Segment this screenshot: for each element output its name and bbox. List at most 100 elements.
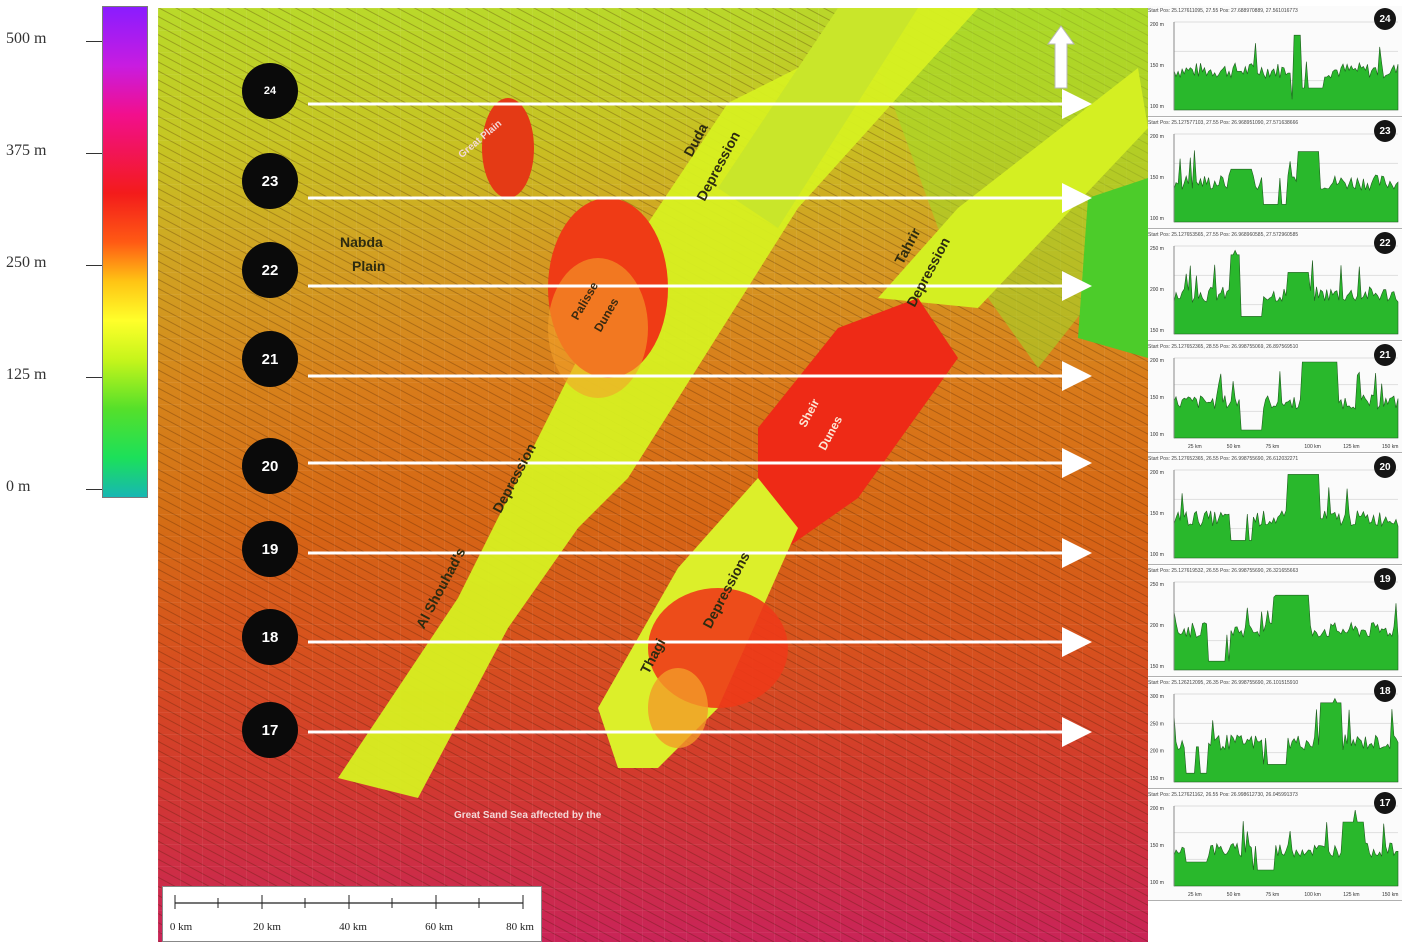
- profile-y-label: 150 m: [1150, 63, 1164, 69]
- profile-number-badge: 19: [1374, 568, 1396, 590]
- scale-bar: 0 km 20 km 40 km 60 km 80 km: [162, 886, 542, 942]
- profile-y-label: 150 m: [1150, 395, 1164, 401]
- profile-x-label: 125 km: [1343, 444, 1359, 450]
- profile-number-badge: 21: [1374, 344, 1396, 366]
- profile-number-badge: 20: [1374, 456, 1396, 478]
- profile-panel-24[interactable]: Start Pos: 25.127611095, 27.55 Pos: 27.6…: [1148, 6, 1402, 117]
- profile-y-label: 150 m: [1150, 175, 1164, 181]
- profile-y-label: 200 m: [1150, 358, 1164, 364]
- profile-number-badge: 22: [1374, 232, 1396, 254]
- profile-x-label: 25 km: [1188, 444, 1202, 450]
- al-shouhada-depression: [338, 8, 978, 798]
- profile-marker-22[interactable]: 22: [242, 242, 298, 298]
- profile-x-label: 25 km: [1188, 892, 1202, 898]
- profile-area: [1173, 249, 1399, 335]
- profile-chart: 250 m 200 m 150 m: [1150, 581, 1399, 671]
- profile-y-label: 200 m: [1150, 623, 1164, 629]
- profile-y-label: 200 m: [1150, 287, 1164, 293]
- legend-label-375: 375 m: [6, 142, 47, 159]
- profile-chart: 200 m 150 m 100 m 25 km 50 km 75 km 100 km 125 …: [1150, 357, 1398, 450]
- profile-y-label: 200 m: [1150, 749, 1164, 755]
- north-arrow-icon: [1047, 25, 1075, 89]
- profile-y-label: 150 m: [1150, 664, 1164, 670]
- profile-y-label: 200 m: [1150, 470, 1164, 476]
- profile-y-label: 150 m: [1150, 843, 1164, 849]
- profile-panel-17[interactable]: Start Pos: 25.127621162, 26.55 Pos: 26.9…: [1148, 790, 1402, 901]
- duda-depression: [718, 8, 918, 228]
- profile-panel-19[interactable]: Start Pos: 25.127619532, 26.55 Pos: 26.9…: [1148, 566, 1402, 677]
- profile-x-label: 100 km: [1304, 444, 1320, 450]
- profile-marker-21[interactable]: 21: [242, 331, 298, 387]
- profile-y-label: 200 m: [1150, 806, 1164, 812]
- profile-x-label: 75 km: [1266, 892, 1280, 898]
- profile-chart: 200 m 150 m 100 m 25 km 50 km 75 km 100 km 125 …: [1150, 805, 1399, 898]
- profile-area: [1173, 34, 1399, 111]
- profile-y-label: 100 m: [1150, 216, 1164, 222]
- profile-area: [1173, 697, 1399, 783]
- profile-y-label: 150 m: [1150, 511, 1164, 517]
- profile-x-label: 75 km: [1266, 444, 1280, 450]
- profile-area: [1173, 594, 1399, 671]
- profile-y-label: 300 m: [1150, 694, 1164, 700]
- legend-label-0: 0 m: [6, 478, 31, 495]
- profile-x-label: 50 km: [1227, 444, 1241, 450]
- great-plain-shape: [482, 98, 534, 198]
- profile-x-label: 125 km: [1343, 892, 1359, 898]
- profile-header: Start Pos: 25.127621162, 26.55 Pos: 26.9…: [1148, 792, 1298, 798]
- profile-y-label: 100 m: [1150, 104, 1164, 110]
- great-sand-sea-label: Great Sand Sea affected by the: [454, 810, 602, 821]
- profile-marker-24[interactable]: 24: [242, 63, 298, 119]
- elevation-map[interactable]: 24 23 22 21 20 19 18 17 Nabda Plain Duda…: [158, 8, 1148, 942]
- scale-label-0: 0 km: [169, 921, 193, 933]
- profile-x-label: 100 km: [1304, 892, 1320, 898]
- scale-label-40: 40 km: [339, 921, 367, 933]
- profile-y-label: 100 m: [1150, 880, 1164, 886]
- profile-header: Start Pos: 25.127577103, 27.55 Pos: 26.9…: [1148, 120, 1299, 126]
- profile-header: Start Pos: 25.127652365, 28.55 Pos: 26.9…: [1148, 344, 1299, 350]
- legend-tick: [86, 377, 102, 378]
- profile-header: Start Pos: 25.127653565, 27.55 Pos: 26.9…: [1148, 232, 1299, 238]
- profile-y-label: 200 m: [1150, 134, 1164, 140]
- profile-x-label: 150 km: [1382, 444, 1398, 450]
- scale-label-80: 80 km: [506, 921, 534, 933]
- scale-bar-line: [174, 895, 524, 909]
- profile-number-badge: 17: [1374, 792, 1396, 814]
- profile-panel-20[interactable]: Start Pos: 25.127652365, 26.55 Pos: 26.9…: [1148, 454, 1402, 565]
- profile-x-label: 150 km: [1382, 892, 1398, 898]
- profile-y-label: 100 m: [1150, 552, 1164, 558]
- profile-panel-23[interactable]: Start Pos: 25.127577103, 27.55 Pos: 26.9…: [1148, 118, 1402, 229]
- scale-label-60: 60 km: [425, 921, 453, 933]
- profile-y-label: 250 m: [1150, 246, 1164, 252]
- profile-marker-23[interactable]: 23: [242, 153, 298, 209]
- profile-panel-22[interactable]: Start Pos: 25.127653565, 27.55 Pos: 26.9…: [1148, 230, 1402, 341]
- profile-number-badge: 24: [1374, 8, 1396, 30]
- profile-area: [1173, 809, 1399, 887]
- legend-label-500: 500 m: [6, 30, 47, 47]
- profile-chart: 200 m 150 m 100 m: [1150, 133, 1399, 223]
- profile-y-label: 150 m: [1150, 328, 1164, 334]
- profile-chart: 200 m 150 m 100 m: [1150, 21, 1399, 111]
- profile-chart: 300 m 250 m 200 m 150 m: [1150, 693, 1399, 783]
- profile-marker-18[interactable]: 18: [242, 609, 298, 665]
- profile-y-label: 250 m: [1150, 721, 1164, 727]
- profile-marker-20[interactable]: 20: [242, 438, 298, 494]
- scale-label-20: 20 km: [253, 921, 281, 933]
- profile-chart: 200 m 150 m 100 m: [1150, 469, 1399, 559]
- profile-marker-17[interactable]: 17: [242, 702, 298, 758]
- profile-y-label: 250 m: [1150, 582, 1164, 588]
- profile-marker-19[interactable]: 19: [242, 521, 298, 577]
- profile-header: Start Pos: 25.127619532, 26.55 Pos: 26.9…: [1148, 568, 1299, 574]
- legend-label-250: 250 m: [6, 254, 47, 271]
- profile-number-badge: 18: [1374, 680, 1396, 702]
- profile-panel-18[interactable]: Start Pos: 25.126212095, 26.35 Pos: 26.9…: [1148, 678, 1402, 789]
- legend-tick: [86, 489, 102, 490]
- green-lowland: [1078, 178, 1148, 358]
- profile-header: Start Pos: 25.127652365, 26.55 Pos: 26.9…: [1148, 456, 1299, 462]
- profile-header: Start Pos: 25.126212095, 26.35 Pos: 26.9…: [1148, 680, 1299, 686]
- sheir-dunes-shape: [758, 298, 958, 568]
- profile-area: [1173, 150, 1399, 223]
- profile-panel-21[interactable]: Start Pos: 25.127652365, 28.55 Pos: 26.9…: [1148, 342, 1402, 453]
- legend-label-125: 125 m: [6, 366, 47, 383]
- profile-number-badge: 23: [1374, 120, 1396, 142]
- legend-tick: [86, 41, 102, 42]
